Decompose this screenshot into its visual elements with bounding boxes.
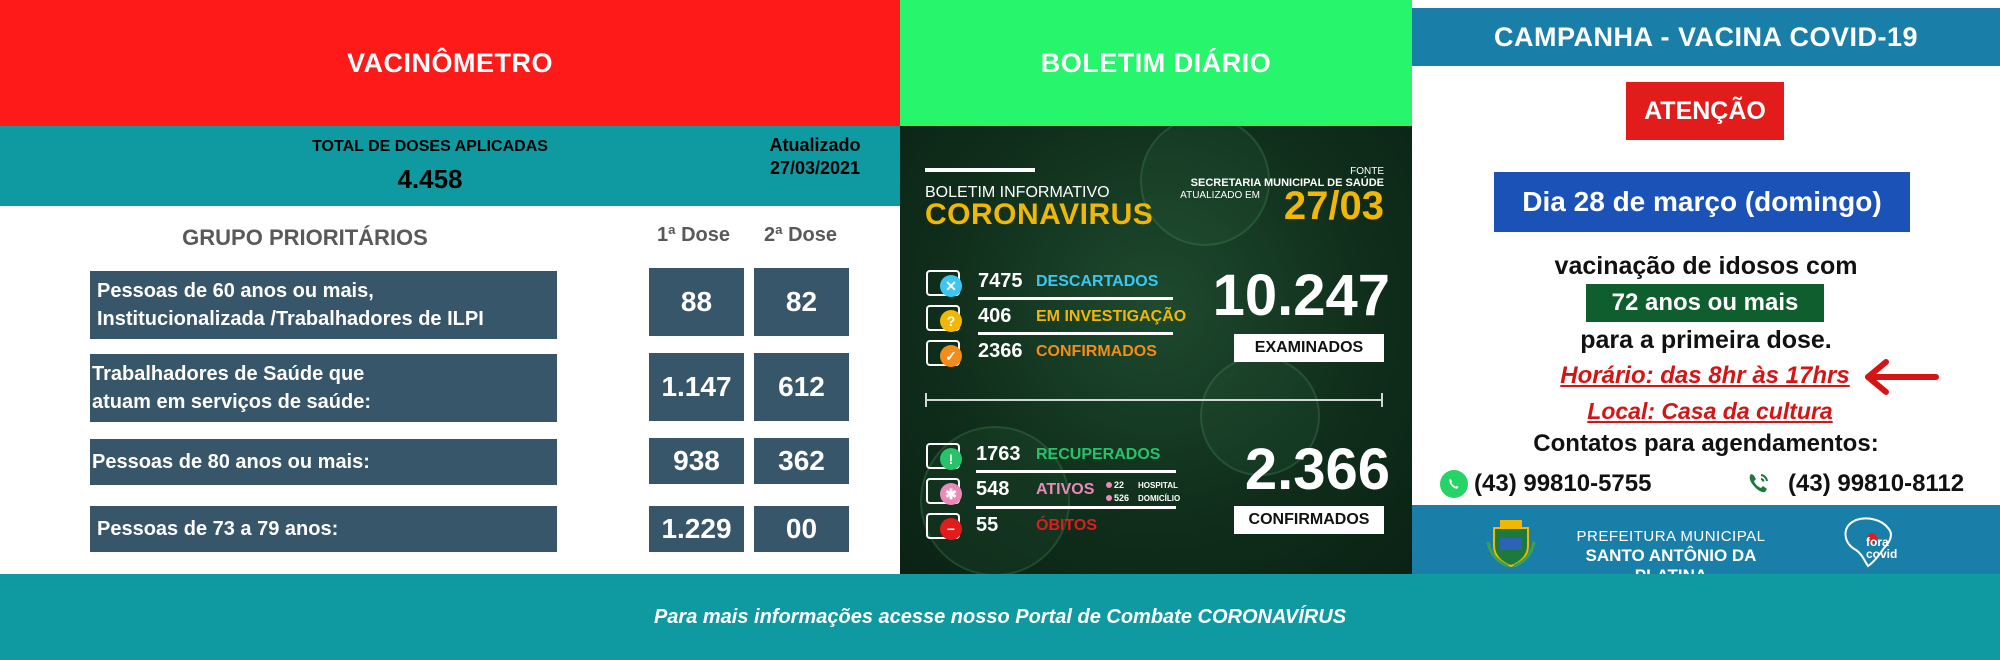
table-row-label: Pessoas de 60 anos ou mais, Instituciona…: [90, 271, 557, 339]
dose2-header: 2ª Dose: [764, 224, 837, 246]
row-dose1-value: 938: [649, 438, 744, 484]
hospital-dot-icon: [1106, 482, 1112, 488]
total-doses-value: 4.458: [397, 164, 463, 194]
x-icon: ✕: [940, 275, 962, 297]
boletim-subtitle: BOLETIM INFORMATIVO: [925, 184, 1110, 201]
total-doses-banner: [0, 126, 900, 206]
stat-underline: [978, 332, 1173, 335]
phone-number-2[interactable]: (43) 99810-8112: [1788, 470, 1965, 497]
fora-line2: covid: [1866, 547, 1898, 561]
footer-portal-link[interactable]: Para mais informações acesse nosso Porta…: [653, 605, 1347, 628]
confirmados-top-value: 2366: [978, 340, 1023, 362]
virus-decoration: [1140, 126, 1270, 246]
ativos-value: 548: [976, 478, 1010, 500]
phone-number-1[interactable]: (43) 99810-5755: [1474, 470, 1652, 497]
whatsapp-icon: [1440, 470, 1468, 498]
group-header: GRUPO PRIORITÁRIOS: [182, 225, 428, 250]
table-row-label: Pessoas de 73 a 79 anos:: [90, 506, 557, 552]
row-dose1-value: 1.147: [649, 353, 744, 421]
separator-tick: [1381, 393, 1383, 407]
ativos-domicilio-label: DOMICÍLIO: [1138, 494, 1181, 503]
vacinacao-text: vacinação de idosos com: [1554, 252, 1858, 280]
row-label-line1: Pessoas de 73 a 79 anos:: [97, 518, 339, 540]
descartados-label: DESCARTADOS: [1036, 273, 1159, 290]
brazil-map-icon: [1844, 517, 1892, 568]
boletim-date: 27/03: [1283, 184, 1384, 228]
separator-tick: [925, 393, 927, 407]
primeira-dose-text: para a primeira dose.: [1580, 326, 1832, 354]
boletim-accent-line: [925, 168, 1035, 172]
boletim-header: BOLETIM DIÁRIO: [900, 0, 1412, 126]
secretaria-label: SECRETARIA MUNICIPAL DE SAÚDE: [1190, 177, 1384, 189]
table-row-label: Pessoas de 80 anos ou mais:: [90, 439, 557, 485]
stat-underline: [978, 297, 1173, 300]
row-dose2-value: 612: [754, 353, 849, 421]
question-icon: ?: [940, 310, 962, 332]
row-dose2-value: 362: [754, 438, 849, 484]
stat-underline: [976, 470, 1176, 473]
updated-info: Atualizado 27/03/2021: [740, 134, 890, 181]
municipal-crest-icon: [1486, 520, 1536, 568]
ativos-domicilio-value: 526: [1114, 493, 1130, 503]
age-badge: 72 anos ou mais: [1586, 284, 1824, 322]
row-dose1-value: 88: [649, 268, 744, 336]
row-dose2-value: 00: [754, 506, 849, 552]
phone-icon: [1749, 474, 1768, 493]
ativos-hospital-label: HOSPITAL: [1138, 481, 1178, 490]
confirmados-label: CONFIRMADOS: [1234, 506, 1384, 534]
stat-underline: [976, 506, 1176, 509]
ativos-label: ATIVOS: [1036, 481, 1095, 498]
dose1-header: 1ª Dose: [657, 224, 730, 246]
row-label-line1: Pessoas de 60 anos ou mais,: [97, 280, 374, 302]
fora-covid-logo: fora covid: [1866, 536, 1897, 560]
investigacao-label: EM INVESTIGAÇÃO: [1036, 308, 1187, 325]
separator-line: [925, 399, 1383, 401]
updated-date: 27/03/2021: [769, 158, 861, 179]
ativos-hospital-value: 22: [1114, 480, 1125, 490]
row-dose1-value: 1.229: [649, 506, 744, 552]
fora-line1: fora: [1866, 535, 1889, 549]
row-label-line2: Institucionalizada /Trabalhadores de ILP…: [97, 308, 484, 330]
boletim-big-title: CORONAVIRUS: [925, 198, 1154, 231]
campanha-header: CAMPANHA - VACINA COVID-19: [1412, 8, 2000, 66]
asterisk-icon: ✱: [940, 483, 962, 505]
contatos-title: Contatos para agendamentos:: [1533, 430, 1879, 457]
row-label-line1: Trabalhadores de Saúde que: [92, 363, 365, 385]
examinados-value: 10.247: [1212, 263, 1390, 328]
row-label-line1: Pessoas de 80 anos ou mais:: [92, 451, 370, 473]
local-text: Local: Casa da cultura: [1587, 398, 1833, 424]
vacinometro-header: VACINÔMETRO: [0, 0, 900, 126]
vacinometro-title: VACINÔMETRO: [347, 47, 553, 78]
updated-label: Atualizado: [769, 135, 861, 155]
horario-text: Horário: das 8hr às 17hrs: [1560, 362, 1850, 389]
investigacao-value: 406: [978, 305, 1012, 327]
confirmados-value: 2.366: [1244, 437, 1390, 502]
total-doses-label: TOTAL DE DOSES APLICADAS: [312, 138, 548, 155]
row-dose2-value: 82: [754, 268, 849, 336]
boletim-title: BOLETIM DIÁRIO: [1040, 47, 1272, 78]
obitos-label: ÓBITOS: [1036, 517, 1098, 534]
recuperados-label: RECUPERADOS: [1036, 446, 1161, 463]
virus-decoration: [1200, 356, 1320, 476]
examinados-label: EXAMINADOS: [1234, 334, 1384, 362]
check-icon: ✓: [940, 345, 962, 367]
arrow-left-icon: [1865, 359, 1939, 395]
fonte-label: FONTE: [1350, 166, 1384, 177]
exclamation-icon: !: [940, 448, 962, 470]
recuperados-value: 1763: [976, 443, 1021, 465]
campaign-date: Dia 28 de março (domingo): [1494, 172, 1910, 232]
row-label-line2: atuam em serviços de saúde:: [92, 391, 372, 413]
descartados-value: 7475: [978, 270, 1023, 292]
domicilio-dot-icon: [1106, 495, 1112, 501]
campanha-title: CAMPANHA - VACINA COVID-19: [1493, 21, 1918, 52]
prefeitura-line1: PREFEITURA MUNICIPAL: [1576, 528, 1766, 545]
campanha-top-strip: [1412, 0, 2000, 8]
minus-icon: −: [940, 518, 962, 540]
confirmados-top-label: CONFIRMADOS: [1036, 343, 1157, 360]
table-row-label: Trabalhadores de Saúde que atuam em serv…: [90, 354, 557, 422]
obitos-value: 55: [976, 514, 999, 536]
footer-bar[interactable]: Para mais informações acesse nosso Porta…: [0, 574, 2000, 660]
atualizado-em-label: ATUALIZADO EM: [1180, 190, 1260, 201]
atencao-badge: ATENÇÃO: [1626, 82, 1784, 140]
